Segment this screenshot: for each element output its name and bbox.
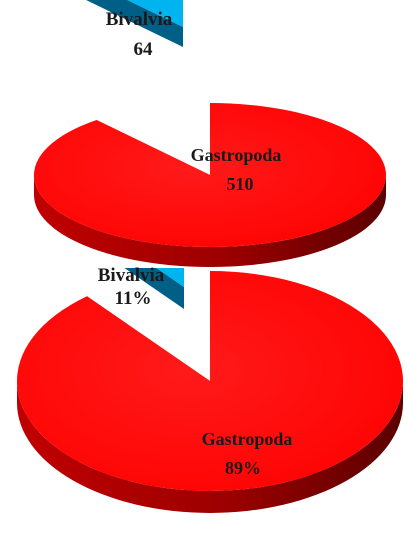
gastropoda-value-label: 89% bbox=[225, 458, 261, 478]
gastropoda-slice bbox=[34, 103, 387, 267]
pie-chart-percent: Bivalvia 11% Gastropoda 89% bbox=[0, 265, 409, 541]
gastropoda-slice-top bbox=[34, 103, 387, 247]
gastropoda-slice bbox=[16, 271, 404, 513]
pie-chart-percent-svg bbox=[16, 268, 404, 513]
gastropoda-slice-top bbox=[16, 271, 404, 492]
bivalvia-slice-top bbox=[127, 0, 183, 27]
bivalvia-category-label: Bivalvia bbox=[105, 9, 173, 30]
bivalvia-slice-wall bbox=[124, 268, 184, 309]
pie-chart-counts: Bivalvia 64 Gastropoda 510 bbox=[0, 0, 409, 268]
gastropoda-value-label: 510 bbox=[226, 174, 254, 194]
bivalvia-slice bbox=[86, 0, 183, 47]
gastropoda-slice-rim bbox=[34, 175, 386, 267]
bivalvia-slice-top bbox=[156, 268, 184, 287]
gastropoda-category-label: Gastropoda bbox=[201, 429, 293, 449]
bivalvia-slice-wall bbox=[86, 0, 183, 47]
bivalvia-value-label: 64 bbox=[133, 39, 153, 60]
bivalvia-value-label: 11% bbox=[114, 288, 152, 309]
gastropoda-category-label: Gastropoda bbox=[190, 145, 282, 165]
gastropoda-slice-rim bbox=[17, 381, 403, 513]
pie-chart-counts-svg bbox=[34, 0, 387, 267]
bivalvia-slice bbox=[124, 268, 184, 309]
bivalvia-category-label: Bivalvia bbox=[97, 265, 165, 286]
